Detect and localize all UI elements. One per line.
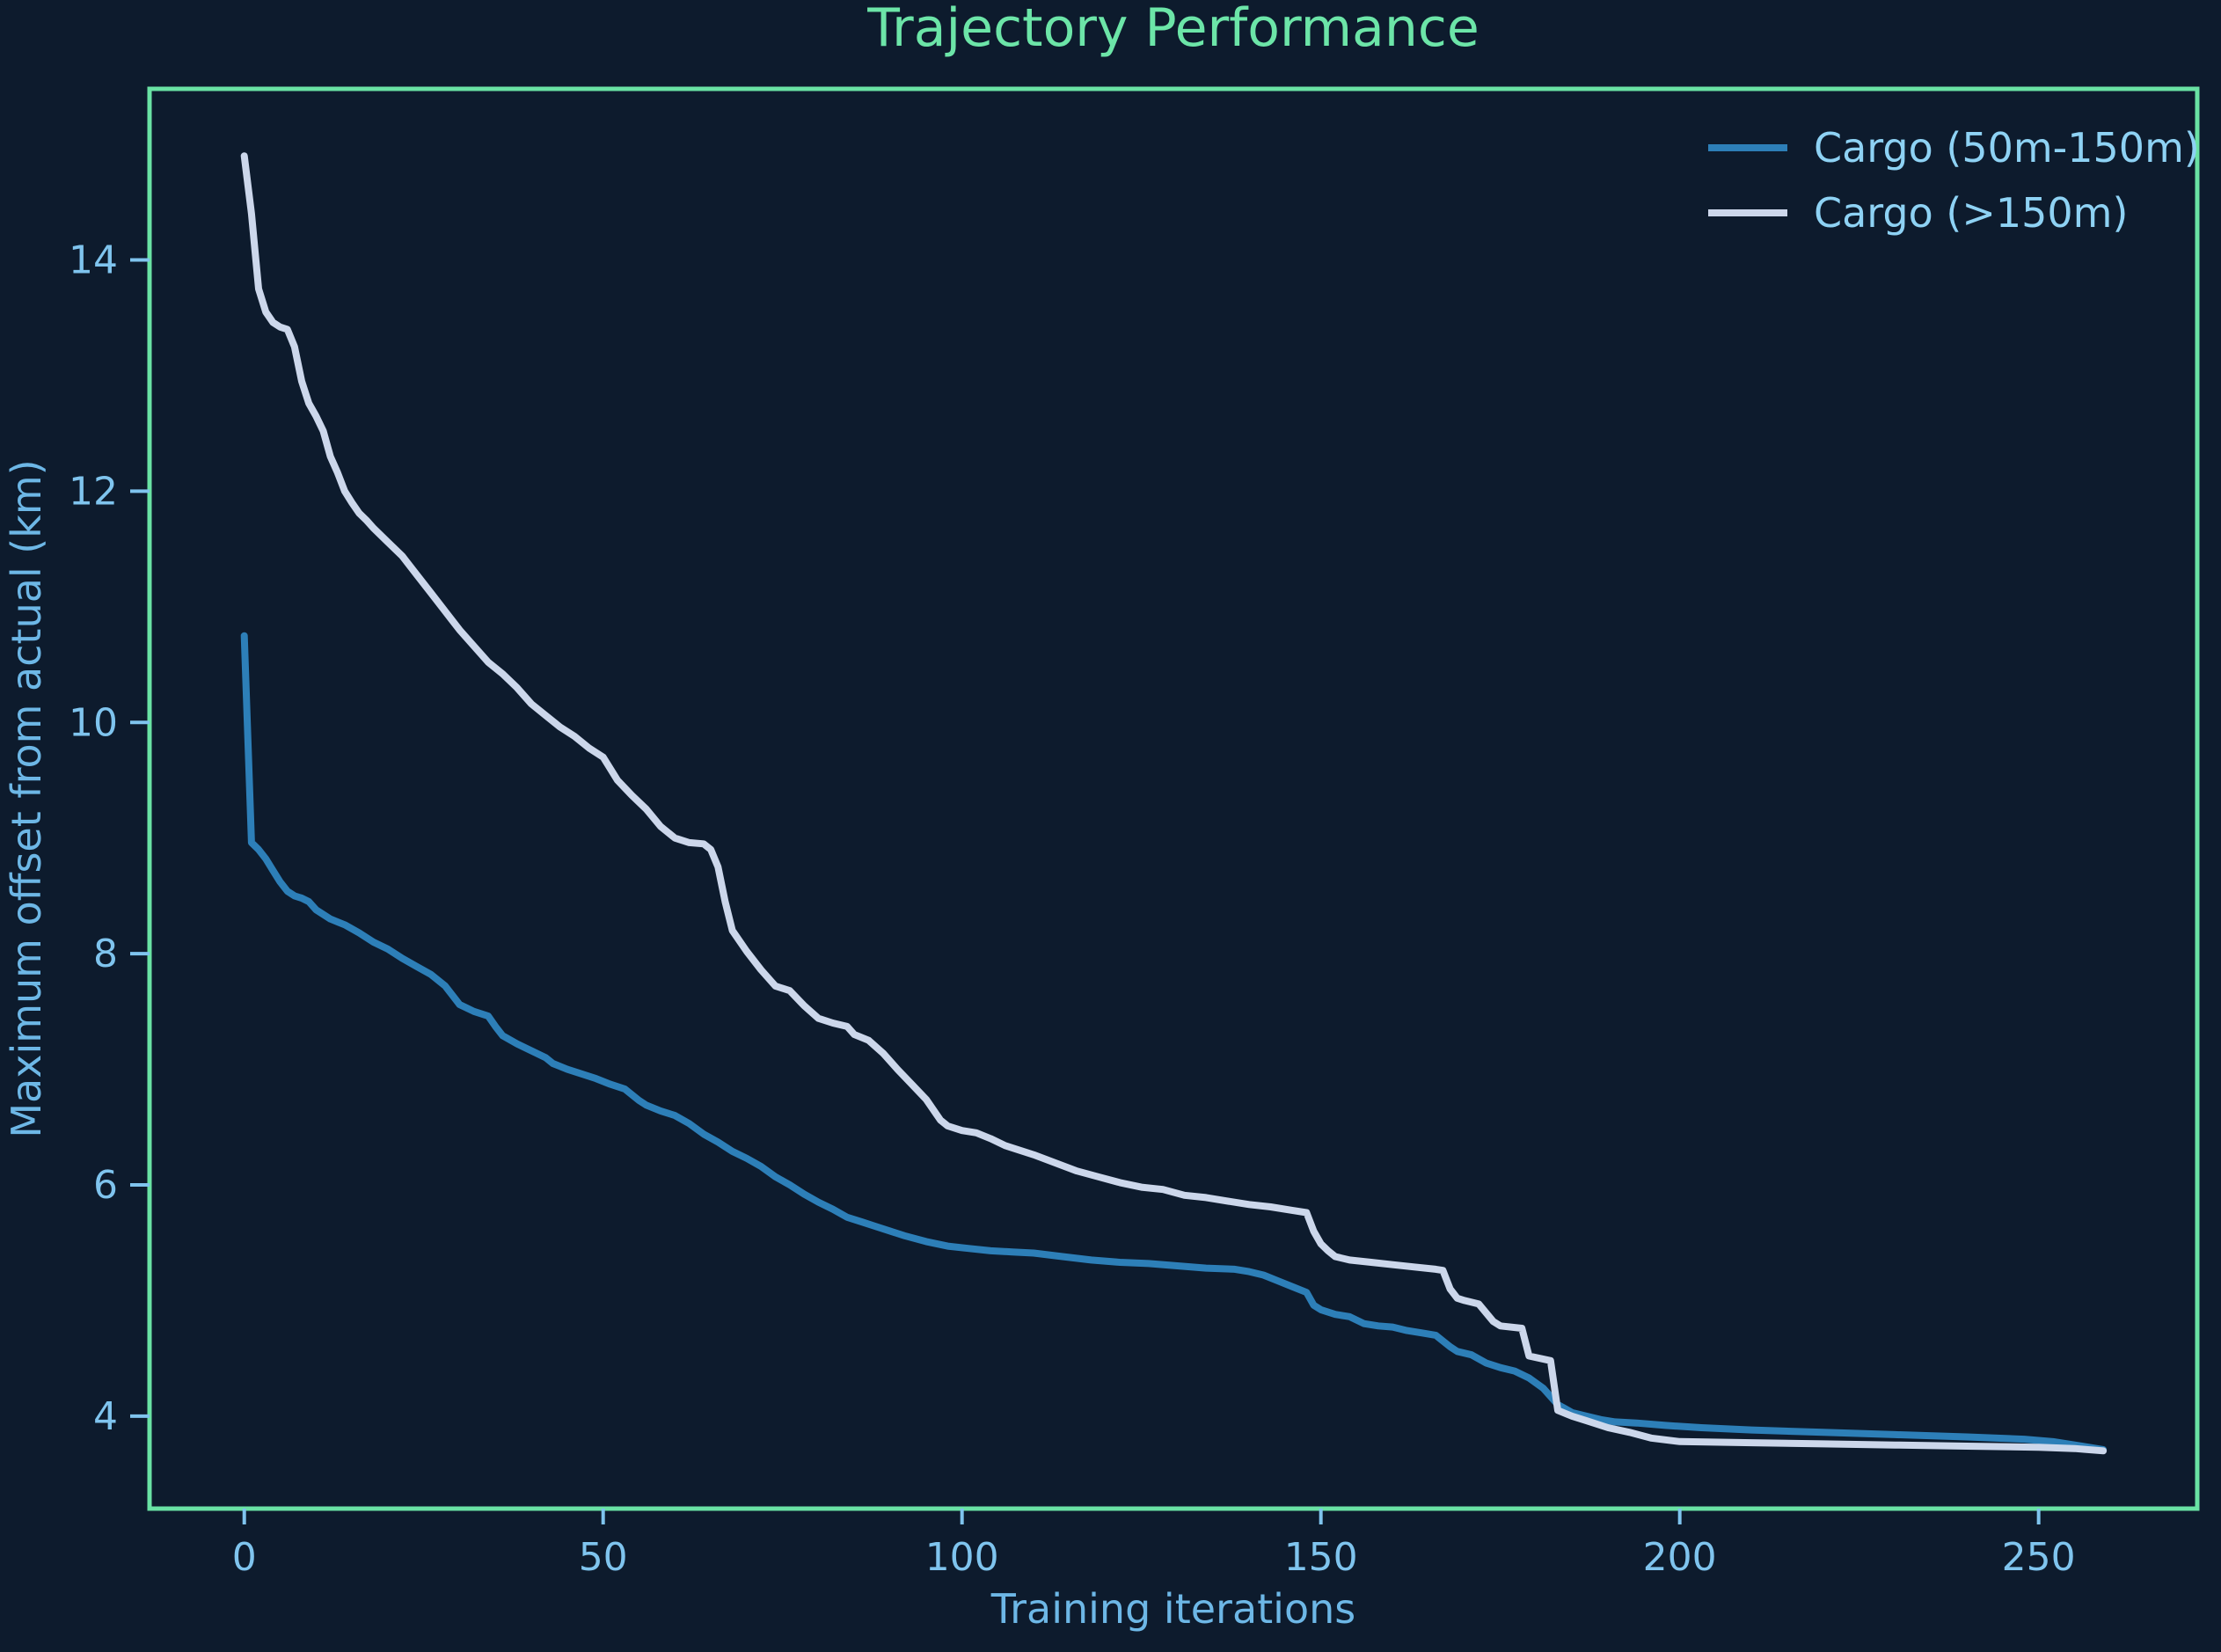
y-axis-label: Maximum offset from actual (km) bbox=[3, 459, 50, 1137]
y-axis-ticks: 4 6 8 10 12 14 bbox=[69, 238, 150, 1439]
legend: Cargo (50m-150m) Cargo (>150m) bbox=[1708, 124, 2200, 237]
y-tick-label: 10 bbox=[69, 700, 118, 745]
x-tick-label: 250 bbox=[2002, 1535, 2076, 1580]
x-tick-label: 50 bbox=[579, 1535, 628, 1580]
y-tick-label: 6 bbox=[93, 1163, 118, 1208]
y-tick-label: 12 bbox=[69, 469, 118, 514]
chart-title: Trajectory Performance bbox=[866, 0, 1479, 59]
series-line-1 bbox=[240, 152, 2108, 1455]
x-tick-label: 200 bbox=[1643, 1535, 1717, 1580]
legend-label-cargo-small: Cargo (50m-150m) bbox=[1814, 124, 2200, 172]
y-tick-label: 8 bbox=[93, 932, 118, 976]
series-lines bbox=[240, 152, 2108, 1455]
y-tick-label: 14 bbox=[69, 238, 118, 283]
y-tick-label: 4 bbox=[93, 1394, 118, 1439]
x-axis-label: Training iterations bbox=[990, 1585, 1355, 1633]
x-tick-label: 100 bbox=[925, 1535, 999, 1580]
series-line-0 bbox=[240, 632, 2108, 1453]
x-tick-label: 150 bbox=[1284, 1535, 1358, 1580]
legend-label-cargo-large: Cargo (>150m) bbox=[1814, 189, 2128, 237]
x-axis-ticks: 0 50 100 150 200 250 bbox=[232, 1509, 2076, 1580]
plot-frame bbox=[147, 86, 2200, 1511]
x-tick-label: 0 bbox=[232, 1535, 257, 1580]
